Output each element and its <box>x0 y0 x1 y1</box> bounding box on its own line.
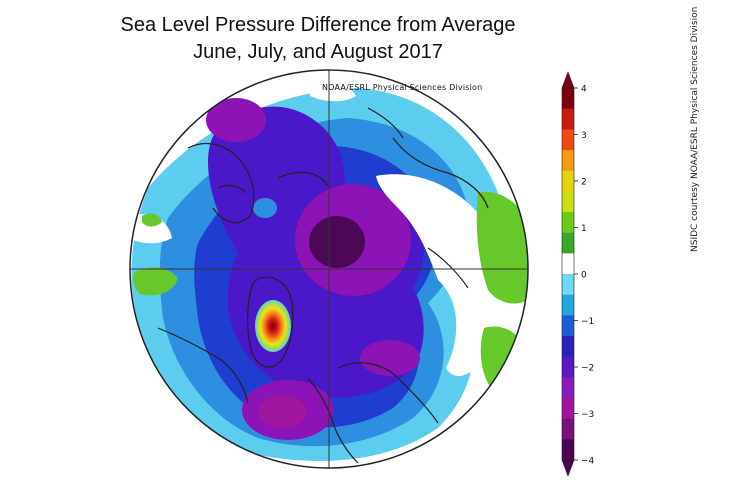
colorbar-segment <box>562 129 574 151</box>
map-boundary <box>129 69 529 469</box>
colorbar-tick-label: −2 <box>581 364 594 374</box>
colorbar-segment <box>562 170 574 192</box>
anomaly-indigo-small <box>318 306 362 334</box>
side-credit-text: NSIDC courtesy NOAA/ESRL Physical Scienc… <box>690 6 700 252</box>
colorbar-segment <box>562 356 574 378</box>
colorbar-tick-label: 0 <box>581 271 587 281</box>
colorbar-tick-label: 4 <box>581 85 587 95</box>
colorbar-segment <box>562 418 574 440</box>
colorbar-segment <box>562 108 574 130</box>
colorbar-segment <box>562 88 574 109</box>
colorbar-segment <box>562 274 574 295</box>
anomaly-deep-purple-center <box>309 216 365 268</box>
anomaly-greenland-high <box>255 300 291 352</box>
anomaly-blue-spot <box>253 198 277 218</box>
anomaly-purple-southeast <box>360 340 420 376</box>
colorbar-tick-label: 1 <box>581 224 587 234</box>
colorbar-segment <box>562 253 574 275</box>
colorbar-arrow-bottom <box>561 459 575 477</box>
anomaly-purple-northwest <box>206 98 266 142</box>
anomaly-white-north <box>308 80 356 102</box>
colorbar-segment <box>562 439 574 461</box>
coastlines <box>157 107 489 464</box>
colorbar-segment <box>562 191 574 213</box>
anomaly-green-southeast <box>480 326 526 391</box>
colorbar-tick-label: −1 <box>581 317 594 327</box>
colorbar-segment <box>562 212 574 233</box>
colorbar-tick-label: 2 <box>581 178 587 188</box>
colorbar-tick-label: −4 <box>581 457 595 467</box>
map-title-line-1: Sea Level Pressure Difference from Avera… <box>120 14 516 36</box>
map-credit-text: NOAA/ESRL Physical Sciences Division <box>322 83 483 92</box>
colorbar-segment <box>562 294 574 316</box>
colorbar-segment <box>562 377 574 399</box>
anomaly-magenta-south <box>259 396 307 428</box>
colorbar-segment <box>562 315 574 337</box>
colorbar-segment <box>562 150 574 171</box>
colorbar-segment <box>562 398 574 419</box>
anomaly-green-east <box>476 192 528 304</box>
colorbar-tick-label: 3 <box>581 131 587 141</box>
anomaly-white-east <box>376 174 508 377</box>
colorbar-segment <box>562 232 574 254</box>
colorbar-arrow-top <box>561 71 575 89</box>
colorbar-tick-label: −3 <box>581 410 594 420</box>
anomaly-green-west <box>133 267 178 296</box>
anomaly-green-west-small <box>142 213 162 227</box>
colorbar-segment <box>562 336 574 357</box>
lat-lon-grid <box>130 70 528 468</box>
map-title-line-2: June, July, and August 2017 <box>193 41 443 63</box>
colorbar-outline <box>561 87 575 461</box>
polar-map <box>128 68 530 470</box>
